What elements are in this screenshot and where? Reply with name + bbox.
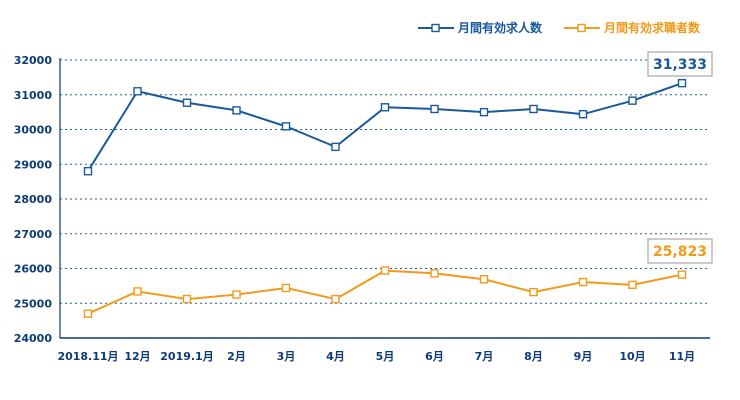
data-point-1-10 (578, 277, 588, 287)
data-point-0-1 (133, 87, 142, 96)
data-point-0-2 (182, 98, 192, 107)
data-point-1-3 (232, 290, 241, 299)
y-tick-label: 28000 (14, 193, 53, 206)
x-tick-label: 7月 (475, 350, 494, 363)
callout-seekers-latest: 25,823 (647, 238, 713, 264)
data-point-1-9 (529, 287, 538, 297)
data-point-0-3 (232, 106, 241, 115)
data-point-0-0 (83, 166, 93, 176)
legend-label-jobs: 月間有効求人数 (457, 20, 543, 35)
y-tick-label: 27000 (14, 228, 53, 241)
data-point-0-6 (380, 103, 390, 112)
data-point-1-5 (331, 294, 340, 304)
data-point-1-7 (430, 269, 439, 278)
data-point-1-11 (628, 280, 637, 290)
x-tick-label: 2019.1月 (160, 350, 213, 363)
data-point-1-12 (677, 270, 687, 279)
x-tick-label: 11月 (669, 350, 695, 363)
data-point-0-9 (529, 104, 538, 114)
callout-jobs-latest: 31,333 (647, 51, 713, 77)
axes: 32000 31000 30000 29000 28000 27000 26000 25000… (14, 54, 710, 363)
callout-value-jobs: 31,333 (653, 57, 707, 73)
legend-marker-jobs (431, 23, 440, 33)
y-tick-label: 25000 (14, 297, 53, 310)
callout-value-seekers: 25,823 (653, 244, 707, 260)
data-point-0-5 (331, 142, 340, 152)
series-line-0 (87, 82, 683, 172)
y-tick-label: 29000 (14, 158, 53, 171)
y-tick-label: 32000 (14, 54, 53, 67)
y-tick-label: 31000 (14, 89, 53, 102)
series-layer (83, 78, 687, 318)
x-tick-label: 8月 (524, 350, 543, 363)
y-tick-label: 30000 (14, 124, 53, 137)
legend-marker-seekers (577, 23, 586, 33)
x-tick-label: 2018.11月 (57, 350, 118, 363)
data-point-1-2 (182, 294, 192, 304)
x-tick-label: 2月 (227, 350, 246, 363)
data-point-0-10 (578, 110, 588, 119)
data-point-0-11 (628, 96, 637, 105)
x-tick-label: 10月 (619, 350, 645, 363)
data-point-1-8 (479, 275, 489, 284)
data-point-1-6 (380, 266, 390, 275)
x-tick-label: 12月 (124, 350, 150, 363)
data-point-1-1 (133, 287, 142, 296)
data-point-0-7 (430, 104, 439, 114)
callout-box-jobs (647, 51, 713, 77)
legend-label-seekers: 月間有効求職者数 (603, 20, 701, 35)
data-point-0-12 (677, 78, 687, 88)
data-point-1-4 (281, 283, 291, 293)
data-point-1-0 (83, 309, 93, 318)
x-tick-label: 9月 (574, 350, 593, 363)
series-line-1 (87, 269, 683, 315)
legend: 月間有効求人数 月間有効求職者数 (418, 20, 701, 35)
y-tick-label: 24000 (14, 332, 53, 345)
y-tick-label: 26000 (14, 263, 53, 276)
data-point-0-4 (281, 122, 291, 131)
callout-box-seekers (647, 238, 713, 264)
x-tick-label: 5月 (376, 350, 395, 363)
x-tick-label: 6月 (425, 350, 444, 363)
x-tick-label: 3月 (277, 350, 296, 363)
x-tick-label: 4月 (326, 350, 345, 363)
data-point-0-8 (479, 107, 489, 117)
